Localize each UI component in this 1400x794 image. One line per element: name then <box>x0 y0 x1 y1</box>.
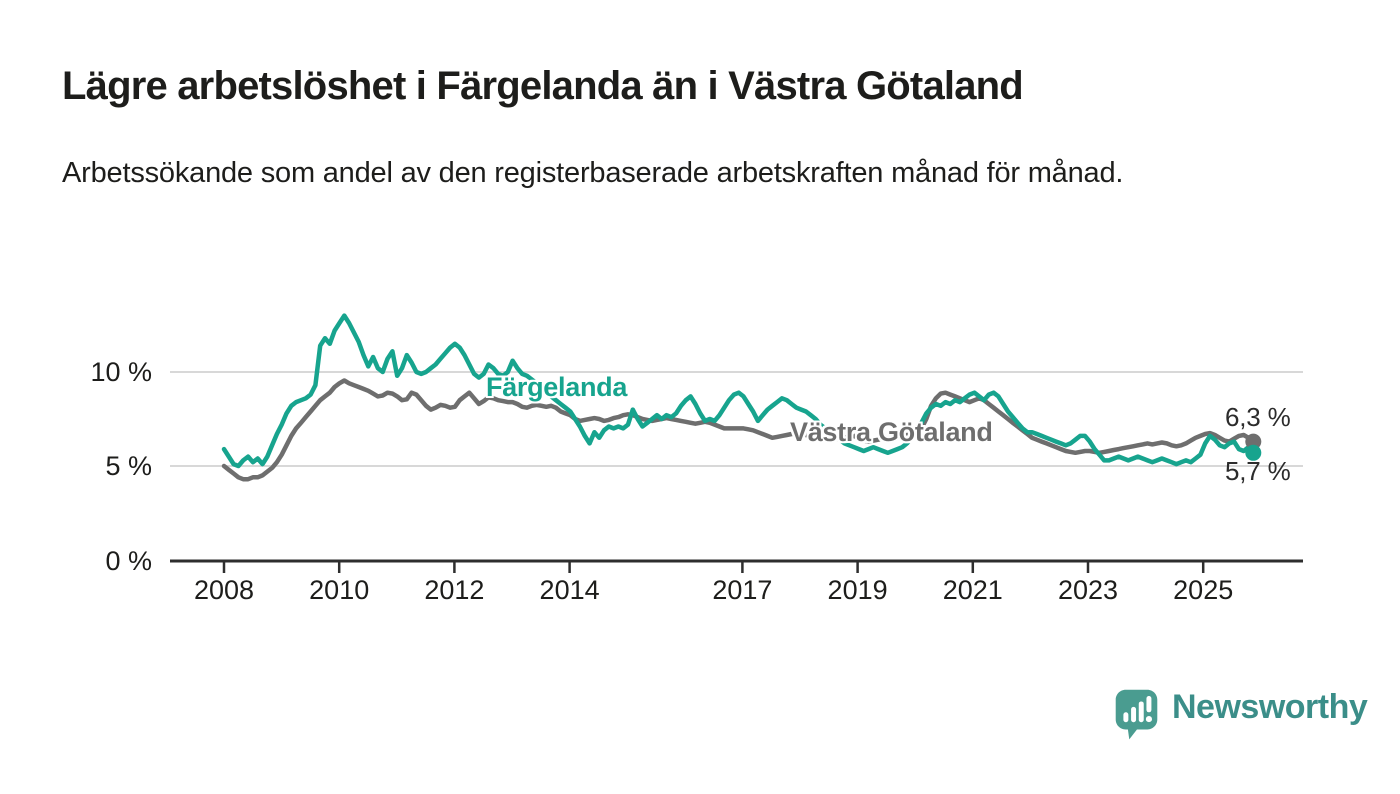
x-axis-tick-label: 2008 <box>194 575 254 605</box>
x-axis-tick-label: 2025 <box>1173 575 1233 605</box>
newsworthy-logo: Newsworthy <box>1113 686 1368 744</box>
logo-exclamation-bar <box>1146 696 1152 713</box>
series-label-fargelanda: Färgelanda <box>486 372 628 402</box>
y-axis-tick-label: 10 % <box>90 357 152 387</box>
end-value-label-vastra-gotaland: 6,3 % <box>1225 402 1291 432</box>
chart-subtitle: Arbetssökande som andel av den registerb… <box>62 157 1124 189</box>
newsworthy-brand-text: Newsworthy <box>1172 688 1368 726</box>
x-axis-tick-label: 2017 <box>712 575 772 605</box>
series-label-vastra-gotaland: Västra Götaland <box>790 417 993 447</box>
chart-title: Lägre arbetslöshet i Färgelanda än i Väs… <box>62 64 1024 108</box>
series-line-fargelanda <box>221 313 1256 469</box>
logo-bar-large <box>1138 701 1144 723</box>
y-axis-tick-label: 0 % <box>105 546 152 576</box>
series-line-vastra_gotaland <box>221 378 1256 482</box>
x-axis-tick-label: 2012 <box>424 575 484 605</box>
newsworthy-logo-icon <box>1115 689 1158 740</box>
x-axis-tick-label: 2014 <box>540 575 600 605</box>
logo-exclamation-dot <box>1145 715 1153 723</box>
x-axis-tick-label: 2010 <box>309 575 369 605</box>
end-value-label-fargelanda: 5,7 % <box>1225 456 1291 486</box>
series-end-dot-vastra_gotaland <box>1245 433 1262 450</box>
x-axis-tick-label: 2021 <box>943 575 1003 605</box>
series-end-dot-fargelanda <box>1245 444 1262 461</box>
x-axis-tick-label: 2023 <box>1058 575 1118 605</box>
logo-bar-small <box>1123 712 1129 723</box>
x-axis-tick-label: 2019 <box>828 575 888 605</box>
logo-bar-medium <box>1131 706 1137 723</box>
y-axis-tick-label: 5 % <box>105 451 152 481</box>
